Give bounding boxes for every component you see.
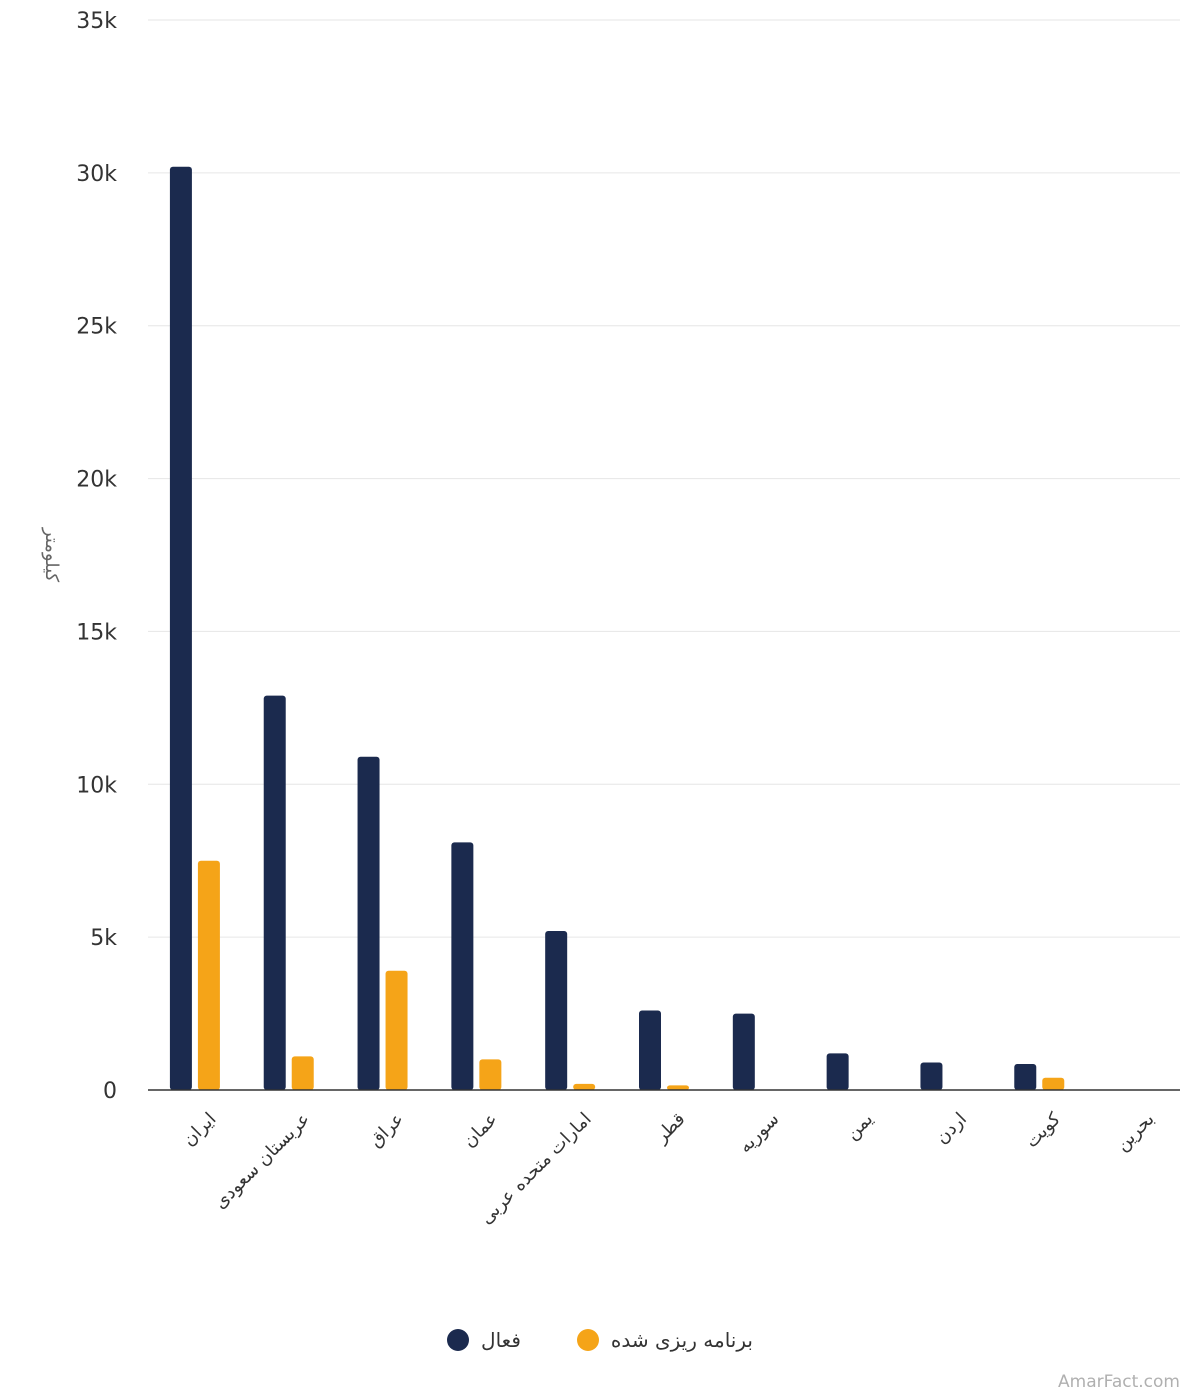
bar-active[interactable] (545, 931, 568, 1090)
bar-active[interactable] (357, 756, 380, 1090)
x-tick-label: ایران (179, 1109, 221, 1151)
bar-planned[interactable] (479, 1059, 502, 1090)
legend-item-active[interactable]: فعال (447, 1328, 521, 1352)
bar-planned[interactable] (1042, 1077, 1065, 1090)
bar-planned[interactable] (573, 1083, 596, 1090)
bar-planned[interactable] (385, 970, 408, 1090)
y-tick-label: 25k (76, 315, 117, 340)
x-tick-label: یمن (842, 1109, 877, 1144)
x-tick-label: عمان (459, 1109, 502, 1152)
bar-planned[interactable] (667, 1085, 689, 1090)
y-tick-label: 30k (76, 162, 117, 187)
bar-active[interactable] (263, 695, 286, 1090)
bar-active[interactable] (1014, 1064, 1037, 1090)
legend-dot-active (447, 1329, 470, 1351)
y-tick-label: 15k (76, 620, 117, 645)
legend-label-planned: برنامه ریزی شده (610, 1328, 753, 1352)
x-tick-label: عربستان سعودی (210, 1109, 314, 1213)
x-tick-label: کویت (1021, 1108, 1065, 1152)
legend-label-active: فعال (481, 1328, 521, 1352)
bar-active[interactable] (732, 1013, 755, 1090)
bar-active[interactable] (920, 1062, 943, 1090)
x-tick-label: بحرین (1112, 1109, 1159, 1156)
legend-dot-planned (576, 1329, 599, 1351)
gridlines (148, 19, 1180, 938)
bar-active[interactable] (639, 1010, 661, 1090)
legend: فعال برنامه ریزی شده (0, 1320, 1200, 1360)
y-tick-label: 10k (76, 773, 117, 798)
legend-item-planned[interactable]: برنامه ریزی شده (576, 1328, 753, 1352)
x-tick-label: اردن (931, 1109, 971, 1149)
y-axis-ticks: 0 5k 10k 15k 20k 25k 30k 35k (76, 9, 117, 1104)
bar-active[interactable] (451, 842, 474, 1090)
x-tick-label: عراق (365, 1109, 408, 1152)
y-tick-label: 20k (76, 468, 117, 493)
bar-planned[interactable] (197, 860, 220, 1090)
x-tick-label: سوریه (735, 1109, 784, 1158)
y-tick-label: 5k (90, 926, 117, 951)
x-tick-label: قطر (650, 1109, 689, 1148)
bar-active[interactable] (826, 1053, 849, 1090)
y-axis-title: کیلومتر (41, 527, 62, 583)
bar-active[interactable] (169, 166, 192, 1090)
bars (169, 166, 1065, 1090)
watermark: AmarFact.com (1058, 1372, 1180, 1392)
bar-planned[interactable] (291, 1056, 314, 1090)
y-tick-label: 0 (103, 1079, 117, 1104)
y-tick-label: 35k (76, 9, 117, 34)
